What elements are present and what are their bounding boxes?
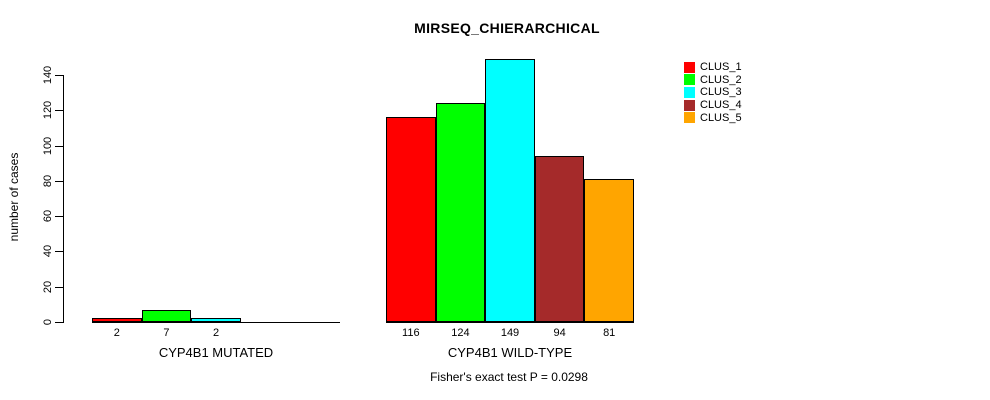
y-axis-tick — [55, 180, 63, 182]
y-axis-tick-label: 140 — [42, 65, 54, 85]
bar-value-label: 124 — [451, 327, 470, 339]
legend-label: CLUS_1 — [700, 61, 742, 74]
y-axis-tick — [55, 145, 63, 147]
legend-swatch-clus_1 — [684, 61, 695, 73]
y-axis-tick-label: 80 — [42, 174, 54, 187]
bar-clus_4 — [534, 156, 585, 322]
bar-clus_3 — [191, 318, 241, 322]
legend-swatch-clus_2 — [684, 74, 695, 86]
bar-value-label: 7 — [163, 327, 170, 339]
legend-swatch-clus_3 — [684, 86, 695, 98]
bar-clus_2 — [141, 310, 192, 322]
legend-label: CLUS_4 — [700, 99, 742, 112]
legend-item: CLUS_2 — [684, 74, 742, 87]
bar-clus_1 — [386, 117, 436, 322]
bar-clus_5 — [584, 179, 634, 322]
bar-value-label: 2 — [113, 327, 120, 339]
y-axis-tick-label: 40 — [42, 245, 54, 258]
y-axis-tick — [55, 75, 63, 76]
y-axis-line — [63, 75, 64, 323]
bar-value-label: 149 — [500, 327, 520, 339]
x-axis-line — [386, 322, 634, 323]
y-axis-tick-label: 100 — [42, 136, 54, 155]
y-axis-tick-label: 0 — [42, 318, 54, 326]
y-axis-tick — [55, 322, 63, 323]
legend-swatch-clus_4 — [684, 99, 695, 111]
legend-item: CLUS_3 — [684, 86, 742, 99]
legend-item: CLUS_5 — [684, 111, 742, 124]
legend-label: CLUS_2 — [700, 73, 742, 86]
legend-swatch-clus_5 — [684, 112, 695, 124]
bar-value-label: 116 — [402, 327, 420, 339]
bar-clus_3 — [485, 59, 535, 322]
legend-item: CLUS_4 — [684, 99, 742, 112]
y-axis-tick-label: 60 — [42, 210, 54, 223]
legend-label: CLUS_3 — [700, 86, 742, 99]
y-axis-tick-label: 120 — [42, 101, 54, 120]
group-label: CYP4B1 MUTATED — [158, 345, 274, 360]
y-axis-label: number of cases — [7, 152, 21, 242]
legend-label: CLUS_5 — [700, 111, 742, 124]
caption: Fisher's exact test P = 0.0298 — [430, 370, 588, 384]
y-axis-tick — [55, 110, 63, 112]
y-axis-tick-label: 20 — [42, 280, 54, 293]
y-axis-tick — [55, 216, 63, 218]
bar-clus_1 — [92, 318, 142, 322]
bar-value-label: 81 — [603, 327, 616, 339]
legend-item: CLUS_1 — [684, 61, 742, 74]
y-axis-tick — [55, 251, 63, 253]
chart-title: MIRSEQ_CHIERARCHICAL — [414, 20, 600, 36]
group-label: CYP4B1 WILD-TYPE — [447, 345, 573, 360]
x-axis-line — [92, 322, 340, 323]
y-axis-tick — [55, 286, 63, 288]
bar-clus_2 — [435, 103, 486, 322]
bar-value-label: 2 — [212, 327, 220, 339]
bar-value-label: 94 — [553, 327, 566, 339]
legend: CLUS_1 CLUS_2 CLUS_3 CLUS_4 CLUS_5 — [684, 61, 742, 124]
